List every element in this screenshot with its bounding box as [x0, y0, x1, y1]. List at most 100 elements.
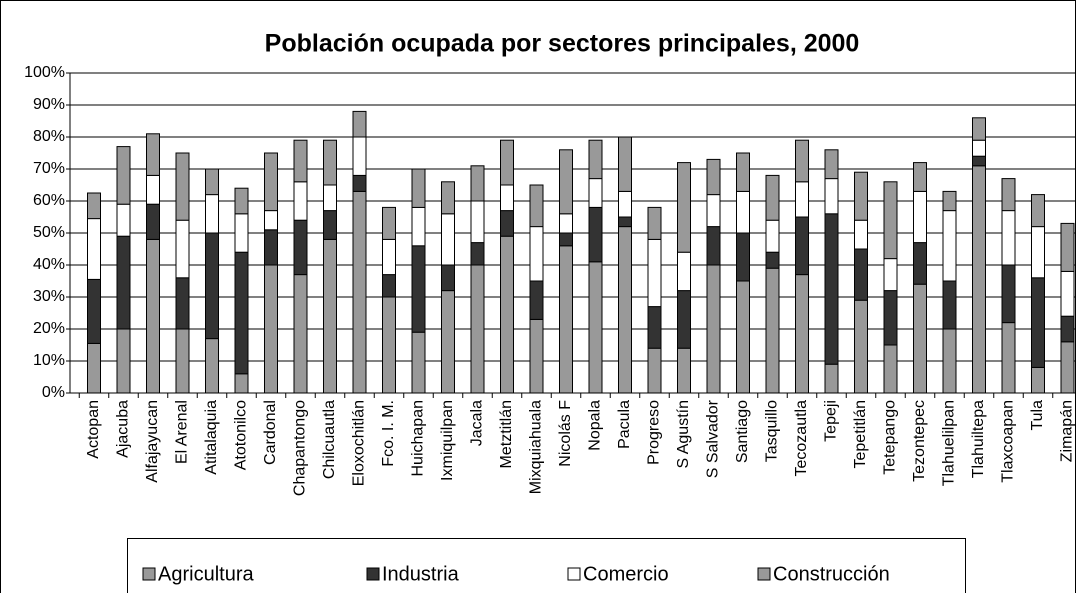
- bar-segment: [500, 235, 514, 394]
- bar-segment: [441, 290, 455, 394]
- y-tick-label: 60%: [33, 192, 65, 209]
- x-tick-label: Jacala: [469, 400, 486, 446]
- bar-segment: [736, 152, 750, 192]
- bar-segment: [146, 203, 160, 240]
- bar-segment: [352, 174, 367, 192]
- bar-segment: [795, 139, 809, 183]
- y-tick-label: 10%: [33, 352, 65, 369]
- x-tick-label: Alfajayucan: [144, 400, 161, 483]
- bar-segment: [765, 267, 780, 394]
- bar-segment: [854, 171, 868, 221]
- x-tick-label: El Arenal: [174, 400, 191, 464]
- bar-segment: [706, 226, 721, 266]
- bar-segment: [234, 373, 249, 394]
- bar-segment: [972, 165, 986, 394]
- bar-segment: [854, 248, 868, 301]
- bar-segment: [323, 139, 337, 186]
- x-tick-label: Nicolás F: [557, 400, 574, 467]
- bar-segment: [854, 219, 868, 250]
- legend-swatch: [567, 567, 581, 581]
- y-tick-label: 50%: [33, 224, 65, 241]
- x-tick-label: Tecozautla: [793, 400, 810, 477]
- bar-segment: [618, 226, 632, 394]
- bar-segment: [529, 318, 544, 394]
- bar-segment: [205, 168, 219, 196]
- bar-segment: [942, 280, 957, 330]
- bar-segment: [1060, 222, 1075, 272]
- bar-segment: [264, 264, 278, 394]
- x-tick-label: Atitalaquia: [203, 400, 220, 475]
- bar-segment: [795, 274, 809, 394]
- bar-segment: [883, 290, 898, 346]
- legend-label: Comercio: [583, 563, 669, 585]
- bar-segment: [1031, 277, 1045, 368]
- bar-segment: [382, 296, 396, 394]
- x-tick-label: Tasquillo: [764, 400, 781, 462]
- bar-segment: [323, 184, 337, 212]
- bar-segment: [382, 206, 396, 240]
- bar-segment: [470, 165, 485, 202]
- bar-segment: [87, 278, 101, 344]
- bar-segment: [618, 136, 632, 192]
- bar-segment: [146, 133, 160, 176]
- bar-segment: [352, 190, 367, 394]
- bar-segment: [293, 274, 308, 394]
- bar-segment: [411, 206, 426, 247]
- bar-segment: [677, 290, 691, 349]
- bar-segment: [647, 238, 662, 308]
- x-tick-label: Actopan: [85, 400, 102, 459]
- x-tick-label: Santiago: [734, 400, 751, 463]
- bar-segment: [470, 242, 485, 266]
- bar-segment: [352, 110, 367, 138]
- bar-segment: [500, 184, 514, 212]
- bar-segment: [795, 216, 809, 276]
- y-tick-label: 80%: [33, 128, 65, 145]
- x-tick-label: Tula: [1029, 400, 1046, 431]
- bar-segment: [205, 338, 219, 394]
- bar-segment: [470, 264, 485, 394]
- bar-segment: [116, 328, 131, 394]
- x-tick-label: Progreso: [646, 400, 663, 465]
- x-tick-label: Fco. I. M.: [380, 400, 397, 467]
- x-tick-label: Tlahuiltepa: [970, 400, 987, 478]
- x-tick-label: Ajacuba: [115, 400, 132, 458]
- x-tick-label: Pacula: [616, 400, 633, 449]
- y-tick-label: 30%: [33, 288, 65, 305]
- bar-segment: [116, 235, 131, 330]
- bar-segment: [942, 190, 957, 212]
- bar-segment: [1060, 315, 1075, 343]
- bar-segment: [824, 213, 839, 365]
- legend-swatch: [142, 567, 156, 581]
- bar-segment: [972, 139, 986, 157]
- x-tick-label: Tepetitlán: [852, 400, 869, 469]
- y-tick-label: 40%: [33, 256, 65, 273]
- bar-segment: [116, 203, 131, 237]
- bar-segment: [234, 213, 249, 253]
- bar-segment: [883, 344, 898, 394]
- bar-segment: [529, 226, 544, 282]
- bar-segment: [500, 210, 514, 237]
- legend-swatch: [366, 567, 380, 581]
- x-tick-label: Eloxochitlán: [351, 400, 368, 486]
- bar-segment: [913, 190, 927, 244]
- bar-segment: [205, 194, 219, 234]
- bar-segment: [972, 155, 986, 167]
- bar-segment: [677, 251, 691, 292]
- bar-segment: [647, 206, 662, 240]
- bar-segment: [441, 264, 455, 292]
- x-tick-label: Tlahuelilpan: [941, 400, 958, 486]
- chart-title: Población ocupada por sectores principal…: [265, 30, 860, 58]
- bar-segment: [323, 210, 337, 240]
- bar-segment: [824, 149, 839, 180]
- bar-segment: [264, 229, 278, 266]
- bar-segment: [500, 139, 514, 186]
- bar-segment: [529, 280, 544, 320]
- bar-segment: [411, 331, 426, 394]
- bar-segment: [1060, 270, 1075, 317]
- bar-segment: [706, 194, 721, 228]
- bar-segment: [116, 146, 131, 205]
- x-tick-label: Metztitlán: [498, 400, 515, 468]
- bar-segment: [588, 261, 603, 394]
- x-tick-label: S Salvador: [705, 399, 722, 478]
- bar-segment: [293, 219, 308, 276]
